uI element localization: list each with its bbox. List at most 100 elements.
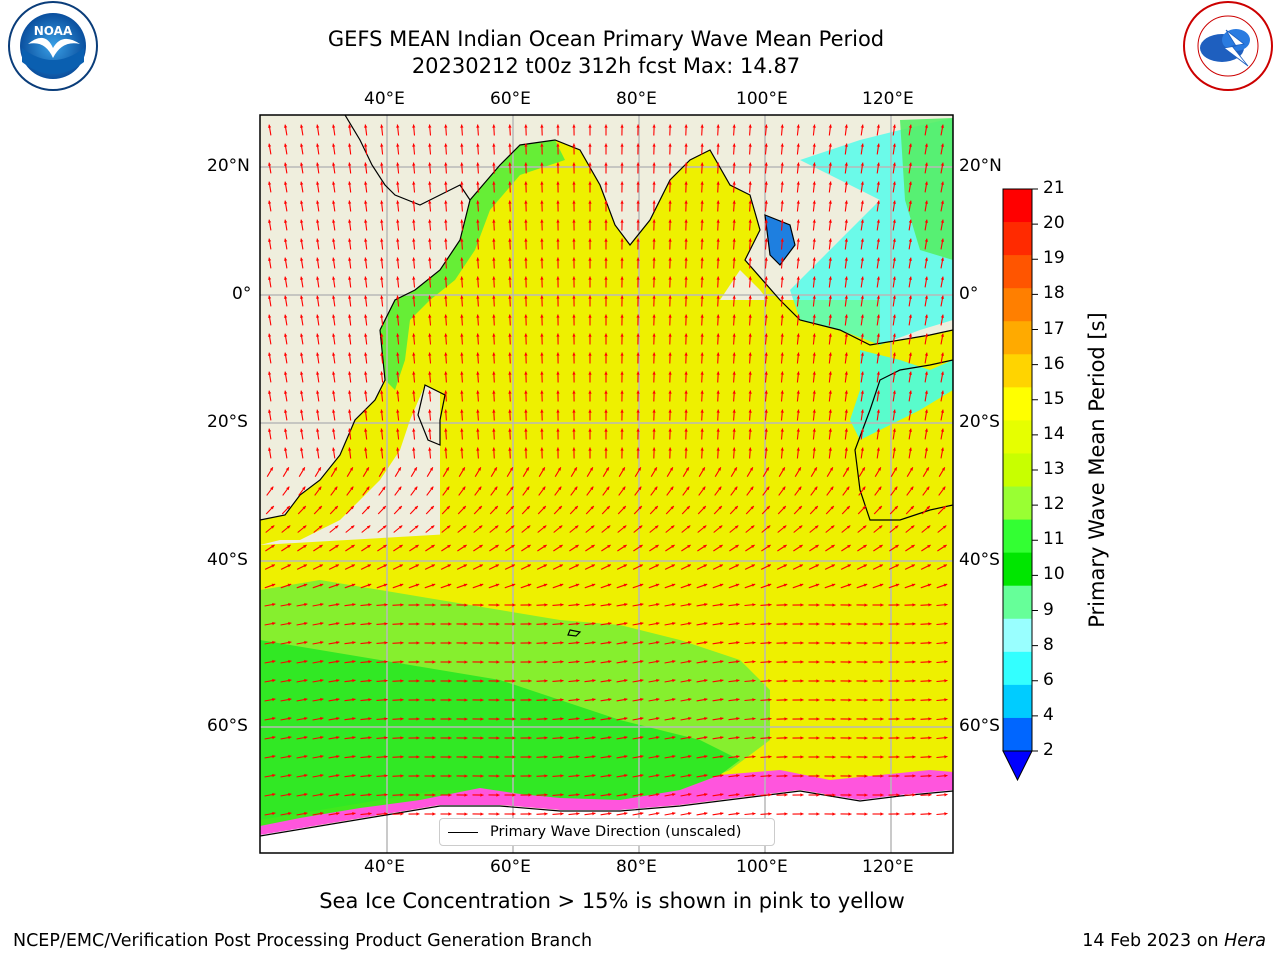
wave-arrow-head [396,295,400,299]
wave-arrow-head [816,793,820,797]
wave-arrow-head [384,660,388,664]
wave-arrow-head [780,333,784,337]
wave-arrow-head [831,583,836,587]
wave-arrow-head [508,276,512,280]
wave-arrow-head [267,390,272,394]
wave-arrow-head [832,793,836,797]
wave-arrow-head [512,698,516,702]
legend-label: Primary Wave Direction (unscaled) [490,824,742,840]
wave-arrow-head [428,428,432,432]
wave-arrow-head [876,333,880,337]
wave-arrow-head [320,678,324,683]
wave-arrow-head [670,506,674,510]
wave-arrow-head [924,447,929,451]
wave-arrow-head [912,774,916,778]
wave-arrow-head [574,525,579,529]
wave-arrow-head [496,660,500,664]
wave-arrow-head [780,219,784,223]
wave-arrow-head [876,238,880,242]
wave-arrow-head [812,276,816,280]
wave-arrow-head [639,545,643,549]
wave-arrow-head [624,697,628,702]
wave-arrow-head [860,257,864,261]
wave-arrow-head [748,352,752,356]
wave-arrow-head [844,390,848,394]
wave-arrow-head [688,678,692,683]
wave-arrow-head [944,755,948,759]
wave-arrow-head [720,812,724,816]
wave-arrow-head [396,276,400,280]
wave-arrow-head [508,143,512,147]
wave-arrow-head [428,314,432,318]
wave-arrow-head [622,506,626,510]
wave-arrow-head [800,641,804,645]
wave-arrow-head [604,181,608,185]
wave-arrow-head [412,143,416,147]
wave-arrow-head [380,162,384,166]
wave-arrow-head [816,641,820,645]
wave-arrow-head [540,390,544,394]
wave-arrow-head [940,333,945,337]
wave-arrow-head [752,603,756,607]
wave-arrow-head [348,181,352,185]
wave-arrow-head [908,276,912,280]
wave-arrow-head [656,659,660,664]
wave-arrow-head [912,793,916,797]
wave-arrow-head [716,162,720,166]
wave-arrow-head [283,295,288,299]
wave-arrow-head [800,603,804,607]
wave-arrow-head [336,698,340,702]
wave-arrow-head [463,583,468,587]
wave-arrow-head [573,467,577,471]
wave-arrow-head [912,603,916,607]
wave-arrow-head [764,295,768,299]
wave-arrow-head [364,333,368,337]
wave-arrow-head [764,238,768,242]
wave-arrow-head [396,428,400,432]
wave-arrow-head [848,603,852,607]
wave-arrow-head [940,276,945,280]
wave-arrow-head [317,467,321,471]
footer-date: 14 Feb 2023 on Hera [1082,931,1266,951]
wave-arrow-head [524,333,528,337]
wave-arrow-head [716,276,720,280]
wave-arrow-head [592,812,596,816]
wave-arrow-head [896,603,900,607]
wave-arrow-head [270,525,275,529]
wave-arrow-head [383,583,388,587]
wave-arrow-head [267,124,272,128]
wave-arrow-head [352,812,356,816]
wave-arrow-head [368,736,372,740]
wave-arrow-head [332,409,336,413]
wave-arrow-head [559,564,563,568]
wave-arrow-head [812,447,816,451]
wave-arrow-head [302,506,306,510]
wave-arrow-head [782,506,786,510]
wave-arrow-head [588,219,592,223]
wave-arrow-head [336,622,340,626]
wave-arrow-head [430,486,434,491]
wave-arrow-head [748,447,752,451]
wave-arrow-head [432,641,436,645]
wave-arrow-head [288,678,292,683]
wave-arrow-head [384,679,388,683]
wave-arrow-head [684,162,688,166]
wave-arrow-head [864,603,868,607]
wave-arrow-head [496,698,500,702]
wave-arrow-head [415,545,419,549]
wave-arrow-head [283,314,288,318]
wave-arrow-head [684,333,688,337]
wave-arrow-head [828,295,832,299]
wave-arrow-head [764,314,768,318]
wave-arrow-head [863,583,868,587]
wave-arrow-head [878,486,882,491]
wave-arrow-head [332,276,336,280]
wave-arrow-head [544,774,548,778]
wave-arrow-head [509,467,513,471]
wave-arrow-head [716,447,720,451]
wave-arrow-head [303,583,308,587]
wave-arrow-head [556,181,560,185]
wave-arrow-head [751,545,755,549]
wave-arrow-head [382,486,386,491]
wave-arrow-head [926,486,930,491]
